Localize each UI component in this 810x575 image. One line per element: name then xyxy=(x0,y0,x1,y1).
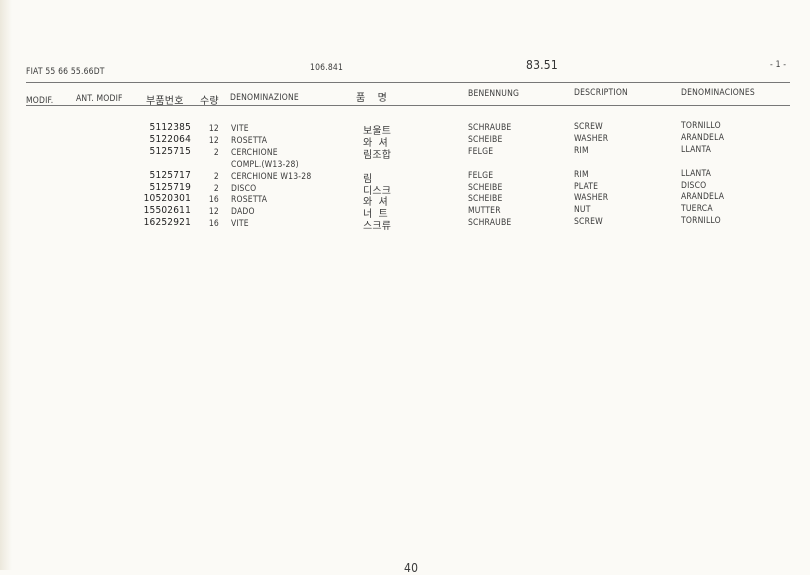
col-qty: 수량 xyxy=(200,96,219,107)
col-ant-modif: ANT. MODIF xyxy=(76,94,123,104)
cell-en: WASHER xyxy=(574,134,609,144)
cell-code: 5125717 xyxy=(149,170,191,181)
cell-qty: 12 xyxy=(208,207,219,217)
scan-edge xyxy=(0,0,12,570)
cell-it: VITE xyxy=(231,124,249,134)
cell-es: ARANDELA xyxy=(681,133,725,143)
cell-es: TORNILLO xyxy=(681,216,721,226)
cell-it: COMPL.(W13-28) xyxy=(231,160,299,170)
model-title: FIAT 55 66 55.66DT xyxy=(26,67,105,77)
cell-de: FELGE xyxy=(468,171,494,181)
cell-es: ARANDELA xyxy=(681,192,725,202)
cell-ko: 너 트 xyxy=(363,209,388,220)
cell-de: MUTTER xyxy=(468,206,501,216)
cell-ko: 보울트 xyxy=(363,126,392,137)
col-denominaciones: DENOMINACIONES xyxy=(681,88,755,98)
cell-ko: 림조합 xyxy=(363,150,392,161)
cell-en: RIM xyxy=(574,170,589,180)
cell-ko: 스크류 xyxy=(363,221,392,232)
cell-code: 16252921 xyxy=(143,217,191,228)
cell-code: 5125715 xyxy=(149,146,191,157)
cell-en: NUT xyxy=(574,205,591,215)
cell-de: FELGE xyxy=(468,147,494,157)
cell-en: PLATE xyxy=(574,182,599,192)
cell-en: SCREW xyxy=(574,217,603,227)
cell-it: CERCHIONE W13-28 xyxy=(231,172,312,182)
header-rule-top xyxy=(26,82,790,83)
cell-qty: 2 xyxy=(213,184,219,194)
cell-qty: 16 xyxy=(208,219,219,229)
cell-de: SCHEIBE xyxy=(468,135,503,145)
cell-es: TORNILLO xyxy=(681,121,721,131)
cell-ko: 와 셔 xyxy=(363,197,388,208)
cell-en: RIM xyxy=(574,146,589,156)
footer-page-mark: 40 xyxy=(404,561,419,575)
page-number: - 1 - xyxy=(770,60,787,70)
cell-qty: 2 xyxy=(213,172,219,182)
cell-it: ROSETTA xyxy=(231,195,268,205)
cell-de: SCHRAUBE xyxy=(468,218,512,228)
cell-de: SCHRAUBE xyxy=(468,123,512,133)
cell-code: 10520301 xyxy=(143,193,191,204)
cell-qty: 16 xyxy=(208,195,219,205)
group-number: 83.51 xyxy=(526,58,558,72)
cell-code: 15502611 xyxy=(143,205,191,216)
cell-code: 5125719 xyxy=(149,182,191,193)
col-denominazione: DENOMINAZIONE xyxy=(230,93,299,103)
cell-qty: 2 xyxy=(213,148,219,158)
cell-de: SCHEIBE xyxy=(468,183,503,193)
cell-es: LLANTA xyxy=(681,145,712,155)
cell-it: VITE xyxy=(231,219,249,229)
col-korean: 품 명 xyxy=(356,93,388,104)
col-description: DESCRIPTION xyxy=(574,88,628,98)
cell-it: ROSETTA xyxy=(231,136,268,146)
cell-it: CERCHIONE xyxy=(231,148,278,158)
cell-ko: 와 셔 xyxy=(363,138,388,149)
cell-qty: 12 xyxy=(208,124,219,134)
col-part-no: 부품번호 xyxy=(146,96,184,107)
col-benennung: BENENNUNG xyxy=(468,89,520,99)
cell-en: WASHER xyxy=(574,193,609,203)
cell-ko: 디스크 xyxy=(363,186,392,197)
cell-it: DADO xyxy=(231,207,255,217)
cell-es: LLANTA xyxy=(681,169,712,179)
cell-es: DISCO xyxy=(681,181,707,191)
cell-es: TUERCA xyxy=(681,204,713,214)
cell-ko: 림 xyxy=(363,174,373,185)
cell-it: DISCO xyxy=(231,184,257,194)
reference-number: 106.841 xyxy=(310,63,344,73)
cell-en: SCREW xyxy=(574,122,603,132)
cell-de: SCHEIBE xyxy=(468,194,503,204)
header-rule-bottom xyxy=(26,105,790,106)
cell-code: 5122064 xyxy=(149,134,191,145)
cell-code: 5112385 xyxy=(149,122,191,133)
col-modif: MODIF. xyxy=(26,96,54,106)
cell-qty: 12 xyxy=(208,136,219,146)
